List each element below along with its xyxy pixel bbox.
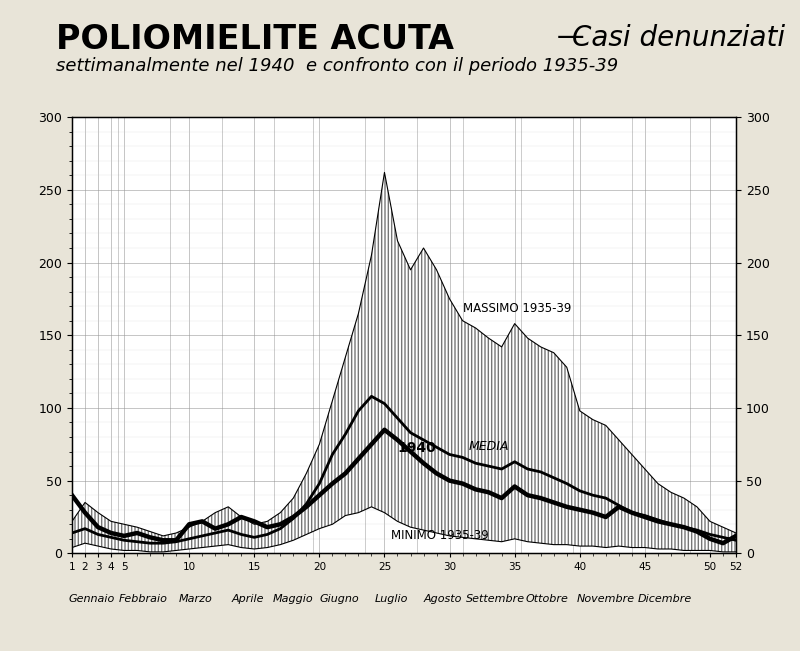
Text: Casi denunziati: Casi denunziati <box>572 24 785 52</box>
Text: Agosto: Agosto <box>424 594 462 604</box>
Text: Febbraio: Febbraio <box>119 594 168 604</box>
Text: MINIMO 1935-39: MINIMO 1935-39 <box>391 529 489 542</box>
Text: Maggio: Maggio <box>273 594 314 604</box>
Text: Novembre: Novembre <box>577 594 635 604</box>
Text: POLIOMIELITE ACUTA: POLIOMIELITE ACUTA <box>56 23 454 56</box>
Text: Gennaio: Gennaio <box>69 594 114 604</box>
Text: 1940: 1940 <box>398 441 436 454</box>
Text: Aprile: Aprile <box>231 594 264 604</box>
Text: Marzo: Marzo <box>179 594 213 604</box>
Text: —: — <box>548 23 594 51</box>
Text: MEDIA: MEDIA <box>469 440 510 453</box>
Text: Dicembre: Dicembre <box>638 594 691 604</box>
Text: Luglio: Luglio <box>374 594 408 604</box>
Text: Ottobre: Ottobre <box>526 594 569 604</box>
Text: MASSIMO 1935-39: MASSIMO 1935-39 <box>462 302 571 315</box>
Text: Giugno: Giugno <box>319 594 358 604</box>
Text: settimanalmente nel 1940  e confronto con il periodo 1935-39: settimanalmente nel 1940 e confronto con… <box>56 57 618 76</box>
Text: Settembre: Settembre <box>466 594 525 604</box>
